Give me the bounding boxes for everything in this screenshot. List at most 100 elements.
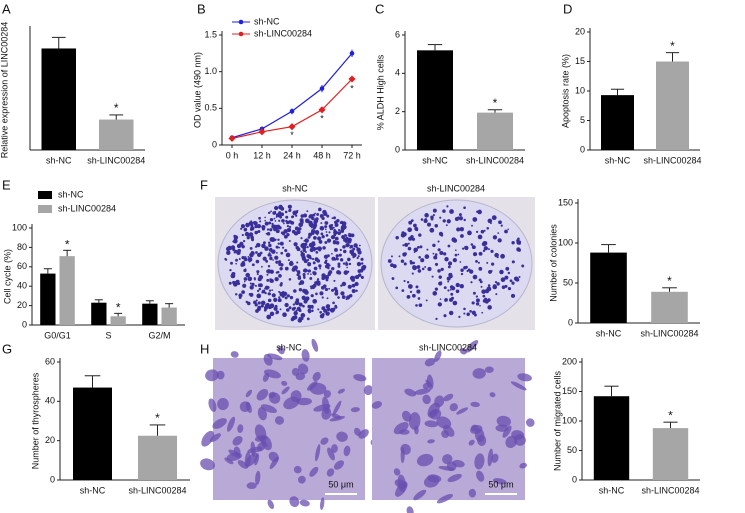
colony <box>355 289 358 292</box>
cell <box>233 446 241 456</box>
colony <box>300 250 303 253</box>
colony <box>403 262 407 266</box>
cell <box>208 398 217 412</box>
colony <box>351 289 356 294</box>
colony <box>466 269 469 273</box>
colony <box>333 240 336 243</box>
colony <box>451 237 457 243</box>
colony <box>362 264 367 270</box>
colony <box>264 219 266 222</box>
colony <box>432 252 435 255</box>
colony <box>511 281 515 285</box>
colony <box>275 216 278 218</box>
colony <box>463 218 466 222</box>
colony <box>337 296 340 299</box>
colony <box>490 249 494 253</box>
colony <box>332 301 335 305</box>
colony <box>325 278 329 282</box>
colony <box>432 213 435 217</box>
colony <box>454 217 459 222</box>
colony <box>339 221 343 225</box>
colony <box>294 226 299 231</box>
colony <box>413 247 418 253</box>
colony <box>511 260 515 264</box>
cell <box>484 366 494 373</box>
colony <box>336 270 341 275</box>
colony <box>339 258 344 262</box>
colony <box>496 282 500 286</box>
cell <box>525 418 535 427</box>
cell <box>245 452 259 467</box>
colony <box>302 273 306 277</box>
y-axis-label: Number of migrated cells <box>552 370 562 471</box>
colony <box>238 293 243 298</box>
cell <box>323 390 331 398</box>
colony <box>324 260 328 264</box>
colony <box>288 240 291 243</box>
colony <box>241 255 245 260</box>
colony <box>316 281 321 286</box>
cell <box>476 470 485 482</box>
colony <box>445 224 448 227</box>
cell <box>470 425 483 434</box>
colony <box>470 281 473 284</box>
cell <box>413 489 427 501</box>
colony <box>324 228 327 231</box>
colony <box>311 257 315 261</box>
colony <box>307 269 311 273</box>
cell <box>513 434 526 446</box>
colony <box>487 305 492 310</box>
colony <box>521 264 525 268</box>
colony <box>247 276 253 282</box>
cell <box>267 499 275 510</box>
colony <box>318 264 322 268</box>
colony <box>324 221 329 225</box>
cell <box>472 368 486 379</box>
colony <box>413 251 416 254</box>
colony <box>296 230 301 235</box>
colony <box>279 241 284 246</box>
colony <box>298 302 303 307</box>
x-tick-label: sh-NC <box>422 155 448 165</box>
cell <box>230 351 239 358</box>
colony <box>257 301 261 305</box>
colony <box>278 219 281 222</box>
colony <box>325 234 329 237</box>
colony <box>444 298 448 302</box>
colony <box>341 235 346 240</box>
colony <box>301 295 306 300</box>
colony <box>353 243 358 248</box>
colony <box>438 275 442 279</box>
bar <box>73 387 112 480</box>
y-tick-label: 50 <box>563 277 573 287</box>
colony <box>295 298 300 302</box>
colony <box>290 317 295 322</box>
cell <box>320 497 325 510</box>
colony <box>356 256 359 260</box>
colony <box>271 289 274 291</box>
colony <box>349 238 352 241</box>
colony <box>319 267 322 270</box>
colony <box>307 259 310 262</box>
colony <box>446 276 451 281</box>
colony <box>330 235 336 240</box>
colony <box>285 220 290 225</box>
cell <box>263 353 273 366</box>
y-tick-label: 20 <box>45 435 55 445</box>
colony <box>233 234 236 238</box>
bar <box>110 316 126 325</box>
colony <box>307 304 312 309</box>
cell <box>422 394 431 405</box>
cell <box>468 439 475 446</box>
colony <box>327 271 331 275</box>
colony <box>243 268 247 273</box>
colony <box>337 262 341 266</box>
colony <box>277 238 280 242</box>
colony <box>249 246 253 250</box>
colony <box>337 231 341 236</box>
colony <box>331 288 335 292</box>
colony <box>278 246 281 249</box>
legend-marker <box>238 19 244 25</box>
colony <box>270 237 276 243</box>
colony <box>330 223 334 227</box>
